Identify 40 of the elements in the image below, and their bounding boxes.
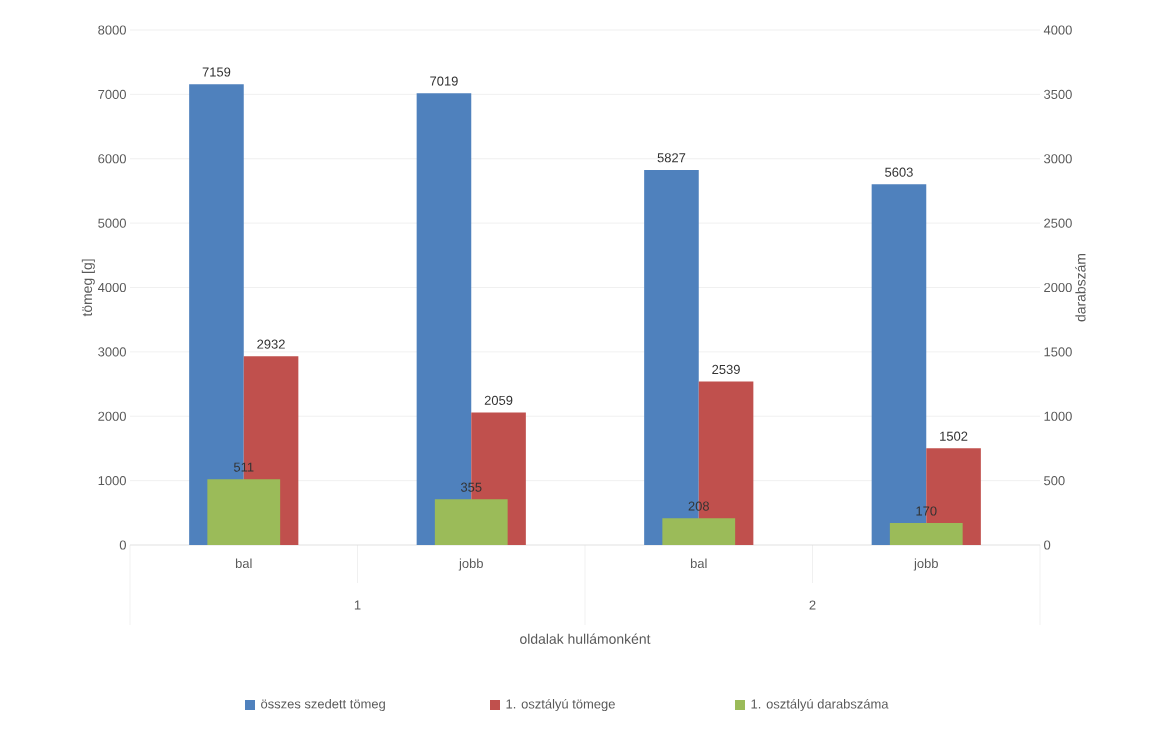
text: 1	[354, 600, 361, 610]
legend-label: összes szedett tömeg	[261, 698, 385, 712]
y-tick-label: 7000	[98, 89, 126, 99]
x-tick-label: jobb	[913, 558, 938, 571]
y2-tick-label: 0	[1044, 540, 1051, 550]
data-label: 2932	[257, 339, 285, 349]
y2-tick-label: 500	[1044, 476, 1065, 486]
y-tick-label: 6000	[98, 154, 126, 164]
y2-tick-label: 2500	[1044, 218, 1072, 228]
y2-tick-label: 3000	[1044, 154, 1072, 164]
y2-tick-label: 1500	[1044, 347, 1072, 357]
data-label: 5827	[657, 153, 686, 163]
x-axis-title: oldalak hullámonként	[520, 633, 651, 644]
y-tick-label: 8000	[98, 25, 126, 35]
legend-label: 1. osztályú tömege	[506, 698, 615, 712]
y2-tick-label: 1000	[1044, 411, 1072, 421]
y2-tick-label: 4000	[1043, 25, 1072, 35]
x-tick-label: bal	[690, 558, 707, 569]
legend-label: 1. osztályú darabszáma	[751, 698, 889, 712]
data-label: 2539	[712, 364, 740, 375]
data-label: 7159	[202, 67, 231, 77]
bar	[662, 518, 736, 545]
y-tick-label: 1000	[98, 476, 126, 486]
y2-tick-label: 3500	[1044, 89, 1072, 99]
data-label: 5603	[885, 167, 913, 177]
x-tick-label: bal	[235, 558, 252, 569]
y-axis-title: tömeg [g]	[81, 259, 95, 317]
data-label: 2059	[484, 395, 513, 405]
y-tick-label: 4000	[97, 282, 126, 293]
y-tick-label: 2000	[98, 411, 126, 421]
y-tick-label: 0	[119, 540, 126, 550]
x-tick-label: jobb	[458, 558, 483, 571]
y2-axis-title: darabszám	[1075, 253, 1086, 322]
y-tick-label: 3000	[98, 347, 126, 357]
data-label: 7019	[430, 76, 458, 86]
bar	[889, 523, 963, 545]
y-tick-label: 5000	[98, 218, 126, 228]
text: 2	[809, 600, 816, 610]
y2-tick-label: 2000	[1044, 282, 1072, 293]
data-label: 1502	[940, 431, 968, 441]
